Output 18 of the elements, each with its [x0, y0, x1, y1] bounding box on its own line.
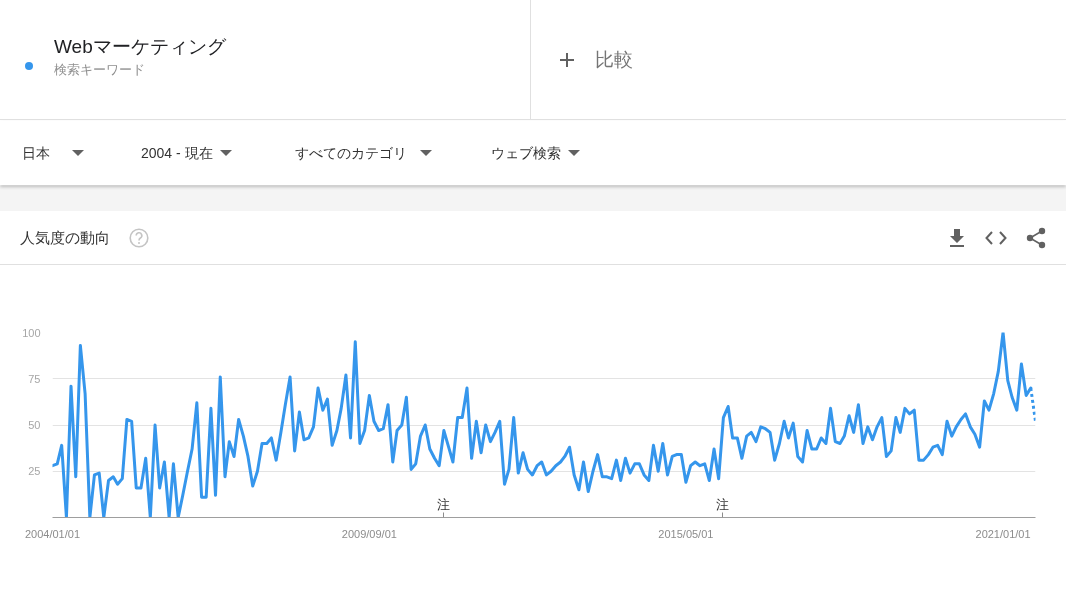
y-tick-label: 50 — [28, 419, 41, 431]
text: 日本 — [22, 144, 50, 162]
annotation: 注 — [716, 496, 729, 512]
text: すべてのカテゴリ — [295, 144, 407, 162]
x-tick-label: 2015/05/01 — [658, 527, 714, 540]
text: 2004 - 現在 — [141, 144, 213, 162]
y-tick-label: 25 — [28, 465, 41, 478]
chart-title: 人気度の動向 — [20, 228, 110, 248]
x-tick-label: 2004/01/01 — [24, 527, 81, 540]
text: ウェブ検索 — [491, 144, 561, 162]
y-tick-label: 75 — [28, 372, 41, 385]
text: 検索キーワード — [54, 62, 145, 78]
text: Webマーケティング — [54, 36, 226, 58]
y-tick-label: 100 — [22, 326, 41, 339]
x-tick-label: 2009/09/01 — [341, 527, 397, 540]
x-tick-label: 2021/01/01 — [975, 527, 1031, 540]
annotation: 注 — [437, 496, 450, 512]
text: 比較 — [595, 49, 633, 71]
